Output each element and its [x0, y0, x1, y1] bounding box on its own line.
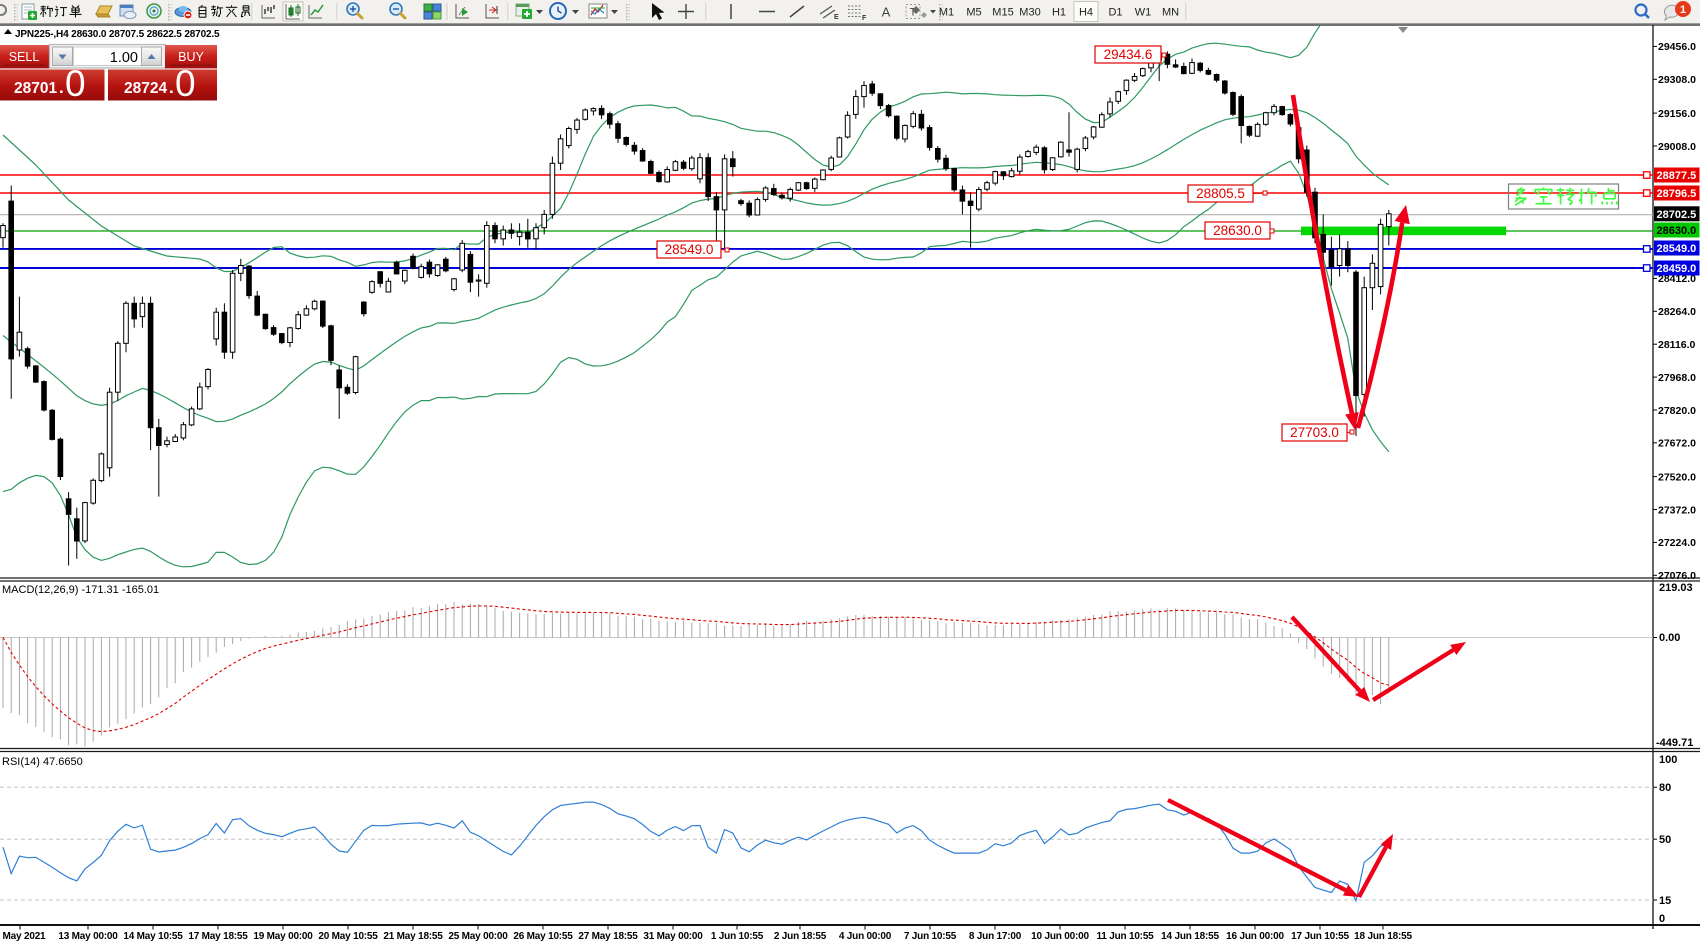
- svg-text:7 Jun 10:55: 7 Jun 10:55: [904, 931, 957, 942]
- svg-text:27520.0: 27520.0: [1658, 471, 1696, 483]
- svg-text:.: .: [59, 78, 64, 97]
- svg-text:M1: M1: [939, 7, 954, 19]
- svg-text:M30: M30: [1019, 7, 1040, 19]
- svg-text:29308.0: 29308.0: [1658, 74, 1696, 86]
- svg-text:28630.0: 28630.0: [1657, 225, 1697, 237]
- svg-text:80: 80: [1659, 782, 1671, 794]
- svg-text:1 Jun 10:55: 1 Jun 10:55: [711, 931, 764, 942]
- svg-text:JPN225-,H4 28630.0 28707.5 28: JPN225-,H4 28630.0 28707.5 28622.5 28702…: [15, 29, 220, 40]
- svg-text:18 Jun 18:55: 18 Jun 18:55: [1354, 931, 1412, 942]
- svg-text:0.00: 0.00: [1659, 632, 1680, 644]
- svg-text:8 Jun 17:00: 8 Jun 17:00: [969, 931, 1022, 942]
- svg-text:0: 0: [1659, 913, 1665, 925]
- svg-text:25 May 00:00: 25 May 00:00: [448, 931, 508, 942]
- svg-text:-449.71: -449.71: [1656, 737, 1693, 749]
- svg-text:27703.0: 27703.0: [1290, 425, 1339, 440]
- svg-text:28724: 28724: [124, 80, 167, 97]
- svg-text:29456.0: 29456.0: [1658, 41, 1696, 53]
- svg-text:1.00: 1.00: [110, 50, 138, 66]
- svg-text:100: 100: [1659, 754, 1677, 766]
- svg-text:16 Jun 00:00: 16 Jun 00:00: [1226, 931, 1284, 942]
- svg-text:M5: M5: [966, 7, 981, 19]
- svg-text:28116.0: 28116.0: [1658, 339, 1696, 351]
- svg-text:27 May 18:55: 27 May 18:55: [578, 931, 638, 942]
- svg-text:28549.0: 28549.0: [1657, 243, 1697, 255]
- svg-text:1 May 2021: 1 May 2021: [0, 931, 46, 942]
- svg-text:13 May 00:00: 13 May 00:00: [58, 931, 118, 942]
- svg-text:29434.6: 29434.6: [1104, 47, 1153, 62]
- svg-text:0: 0: [175, 63, 196, 104]
- svg-text:0: 0: [65, 63, 86, 104]
- svg-text:28702.5: 28702.5: [1657, 209, 1697, 221]
- svg-text:28459.0: 28459.0: [1657, 263, 1697, 275]
- svg-text:11 Jun 10:55: 11 Jun 10:55: [1096, 931, 1154, 942]
- svg-text:4 Jun 00:00: 4 Jun 00:00: [839, 931, 892, 942]
- svg-text:H1: H1: [1052, 7, 1066, 19]
- svg-text:28264.0: 28264.0: [1658, 306, 1696, 318]
- svg-text:31 May 00:00: 31 May 00:00: [643, 931, 703, 942]
- svg-text:28630.0: 28630.0: [1213, 223, 1262, 238]
- svg-text:20 May 10:55: 20 May 10:55: [318, 931, 378, 942]
- svg-text:26 May 10:55: 26 May 10:55: [513, 931, 573, 942]
- svg-text:28701: 28701: [14, 80, 57, 97]
- svg-text:E: E: [834, 14, 839, 21]
- svg-text:28796.5: 28796.5: [1657, 188, 1697, 200]
- svg-text:F: F: [862, 15, 867, 22]
- svg-text:.: .: [169, 78, 174, 97]
- svg-text:M15: M15: [992, 7, 1013, 19]
- svg-text:MACD(12,26,9) -171.31 -165.01: MACD(12,26,9) -171.31 -165.01: [2, 584, 159, 596]
- svg-text:14 Jun 18:55: 14 Jun 18:55: [1161, 931, 1219, 942]
- svg-text:29008.0: 29008.0: [1658, 141, 1696, 153]
- svg-text:21 May 18:55: 21 May 18:55: [383, 931, 443, 942]
- svg-text:A: A: [882, 5, 891, 20]
- svg-text:28805.5: 28805.5: [1196, 186, 1245, 201]
- svg-text:14 May 10:55: 14 May 10:55: [123, 931, 183, 942]
- svg-text:RSI(14) 47.6650: RSI(14) 47.6650: [2, 756, 83, 768]
- svg-text:15: 15: [1659, 895, 1671, 907]
- svg-text:28877.5: 28877.5: [1657, 170, 1697, 182]
- svg-text:27968.0: 27968.0: [1658, 372, 1696, 384]
- svg-text:19 May 00:00: 19 May 00:00: [253, 931, 313, 942]
- svg-text:17 Jun 10:55: 17 Jun 10:55: [1291, 931, 1349, 942]
- svg-text:W1: W1: [1135, 7, 1152, 19]
- svg-text:2 Jun 18:55: 2 Jun 18:55: [774, 931, 827, 942]
- svg-text:28412.0: 28412.0: [1658, 273, 1696, 285]
- svg-text:27372.0: 27372.0: [1658, 504, 1696, 516]
- svg-text:27076.0: 27076.0: [1658, 570, 1696, 582]
- svg-text:H4: H4: [1079, 7, 1093, 19]
- svg-text:1: 1: [1680, 4, 1686, 16]
- svg-text:50: 50: [1659, 834, 1671, 846]
- svg-text:27820.0: 27820.0: [1658, 405, 1696, 417]
- svg-text:29156.0: 29156.0: [1658, 108, 1696, 120]
- svg-text:17 May 18:55: 17 May 18:55: [188, 931, 248, 942]
- svg-text:BUY: BUY: [178, 50, 204, 64]
- svg-text:MN: MN: [1162, 7, 1179, 19]
- svg-text:27224.0: 27224.0: [1658, 537, 1696, 549]
- svg-text:T: T: [910, 7, 917, 19]
- svg-text:SELL: SELL: [9, 50, 40, 64]
- svg-text:219.03: 219.03: [1659, 582, 1693, 594]
- svg-text:28549.0: 28549.0: [665, 242, 714, 257]
- svg-text:10 Jun 00:00: 10 Jun 00:00: [1031, 931, 1089, 942]
- svg-text:D1: D1: [1108, 7, 1122, 19]
- svg-text:27672.0: 27672.0: [1658, 438, 1696, 450]
